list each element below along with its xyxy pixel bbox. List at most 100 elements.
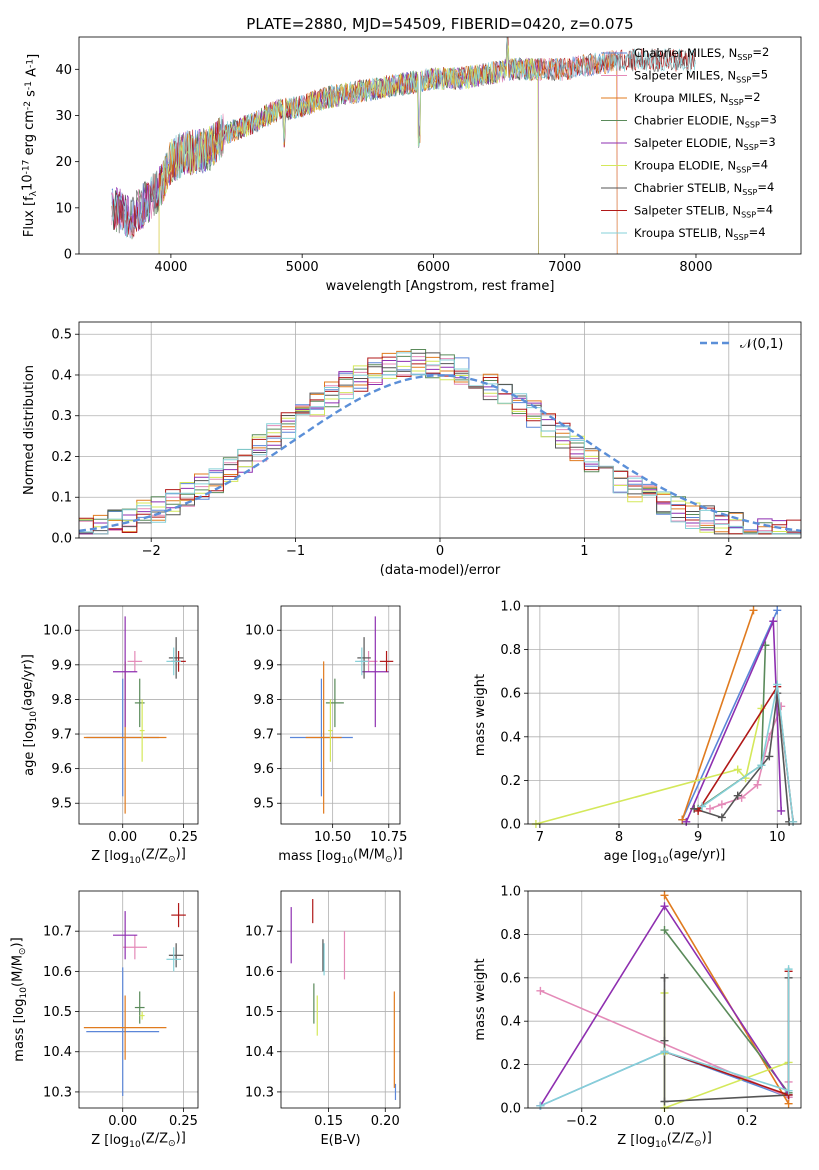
- axes-frame: [78, 36, 802, 255]
- weight-marker-kroupa_stelib: [536, 1101, 545, 1110]
- x-axis-label: mass [log10(M/M⊙)]: [278, 846, 402, 866]
- weight-marker-chabrier_stelib: [660, 1097, 669, 1106]
- mass_vs_Z-axes: 0.00 0.25 10.3 10.4 10.5 10.6 10.7 Z [log10(Z/Z…: [9, 890, 199, 1150]
- x-tick-label: 0.25: [169, 1114, 198, 1129]
- weight-marker-salpeter_elodie: [769, 617, 778, 626]
- x-tick-label: 7: [536, 830, 544, 845]
- x-tick-label: −0.2: [566, 1114, 598, 1129]
- legend-label-salpeter_stelib: Salpeter STELIB, NSSP=4: [634, 202, 773, 219]
- weight-line-chabrier_stelib: [663, 977, 790, 1103]
- weight-line-salpeter_stelib: [664, 971, 790, 1097]
- legend-label-chabrier_miles: Chabrier MILES, NSSP=2: [634, 45, 769, 62]
- x-axis-label: Z [log10(Z/Z⊙)]: [617, 1130, 712, 1150]
- y-tick-label: 9.8: [253, 693, 274, 708]
- mass_vs_ebv-axes: 0.15 0.20 10.3 10.4 10.5 10.6 10.7 E(B-V): [245, 890, 401, 1148]
- weight-line-chabrier_stelib: [693, 693, 790, 822]
- y-tick-label: 0.3: [51, 409, 72, 424]
- y-tick-label: 0.0: [500, 1102, 521, 1117]
- x-tick-label: 0: [436, 544, 444, 559]
- weight_vs_age-plot-area: [531, 606, 798, 828]
- y-tick-label: 30: [55, 109, 72, 124]
- x-axis-label: (data-model)/error: [380, 563, 501, 578]
- weight-marker-kroupa_elodie: [733, 765, 742, 774]
- legend-label-salpeter_elodie: Salpeter ELODIE, NSSP=3: [634, 135, 776, 152]
- spectrum-line-kroupa_stelib: [111, 37, 696, 238]
- y-tick-label: 0.6: [500, 687, 521, 702]
- axes-frame: [527, 890, 802, 1109]
- y-axis-label: mass weight: [473, 674, 488, 756]
- axes-frame: [78, 890, 199, 1109]
- x-tick-label: 0.0: [654, 1114, 675, 1129]
- axes-frame: [527, 605, 802, 825]
- weight-marker-kroupa_stelib: [773, 680, 782, 689]
- x-tick-label: 2: [725, 544, 733, 559]
- x-axis-label: age [log10(age/yr)]: [604, 848, 726, 867]
- x-tick-label: 0.20: [371, 1114, 400, 1129]
- y-tick-label: 10.4: [43, 1045, 72, 1060]
- y-tick-label: 9.7: [51, 728, 72, 743]
- legend-label-normal: 𝒩(0,1): [740, 337, 783, 352]
- x-tick-label: 8: [615, 830, 623, 845]
- axes-frame: [280, 605, 401, 825]
- y-tick-label: 9.5: [253, 797, 274, 812]
- weight_vs_Z-axes: −0.2 0.0 0.2 0.0 0.2 0.4 0.6 0.8 1.0 Z [log10(Z/Z…: [473, 885, 802, 1150]
- y-axis-label: mass weight: [473, 958, 488, 1040]
- y-tick-label: 0.0: [500, 818, 521, 833]
- x-tick-label: 0.15: [314, 1114, 343, 1129]
- y-tick-label: 10.6: [245, 965, 274, 980]
- weight-line-salpeter_elodie: [685, 620, 782, 823]
- residual-legend: 𝒩(0,1): [700, 337, 783, 352]
- y-tick-label: 10.5: [43, 1005, 72, 1020]
- age_vs_mass-plot-area: [289, 616, 394, 814]
- y-axis-label: mass [log10(M/M⊙)]: [9, 937, 29, 1061]
- weight-marker-chabrier_elodie: [660, 926, 669, 935]
- spectrum-line-kroupa_elodie: [158, 45, 539, 254]
- y-tick-label: 9.5: [51, 797, 72, 812]
- residuals-axes: −2 −1 0 1 2 0.0 0.1 0.2 0.3 0.4 0.5 (data-model)/er…: [22, 321, 802, 578]
- legend-label-kroupa_elodie: Kroupa ELODIE, NSSP=4: [634, 157, 768, 174]
- weight-line-kroupa_stelib: [701, 684, 794, 822]
- x-tick-label: −2: [142, 544, 161, 559]
- y-tick-label: 10.0: [245, 624, 274, 639]
- weight_vs_age-axes: 7 8 9 10 0.0 0.2 0.4 0.6 0.8 1.0 age [log10(age/yr…: [473, 600, 802, 867]
- y-tick-label: 9.8: [51, 693, 72, 708]
- weight-line-chabrier_elodie: [663, 929, 790, 1094]
- weight-marker-kroupa_miles: [660, 891, 669, 900]
- weight-marker-salpeter_stelib: [694, 806, 703, 815]
- weight-marker-kroupa_stelib: [784, 1086, 793, 1095]
- weight-marker-chabrier_stelib: [660, 973, 669, 982]
- weight-marker-salpeter_miles: [536, 986, 545, 995]
- axes-frame: [78, 321, 802, 539]
- y-tick-label: 20: [55, 155, 72, 170]
- legend-label-salpeter_miles: Salpeter MILES, NSSP=5: [634, 67, 768, 84]
- y-tick-label: 0: [64, 248, 72, 263]
- age_vs_Z-axes: 0.00 0.25 9.5 9.6 9.7 9.8 9.9 10.0 Z [log10(Z/Z⊙…: [21, 605, 199, 866]
- weight-line-kroupa_elodie: [535, 708, 763, 824]
- y-tick-label: 10.7: [245, 925, 274, 940]
- y-tick-label: 10.3: [245, 1085, 274, 1100]
- normal-curve: [78, 374, 802, 533]
- spectrum-legend: Chabrier MILES, NSSP=2 Salpeter MILES, NS…: [601, 45, 777, 242]
- legend-label-chabrier_stelib: Chabrier STELIB, NSSP=4: [634, 180, 774, 197]
- weight-marker-kroupa_stelib: [784, 965, 793, 974]
- x-tick-label: 5000: [286, 260, 319, 275]
- y-tick-label: 0.4: [51, 368, 72, 383]
- x-tick-label: 6000: [417, 260, 450, 275]
- y-tick-label: 1.0: [500, 600, 521, 615]
- y-tick-label: 0.2: [51, 450, 72, 465]
- weight-marker-chabrier_miles: [773, 606, 782, 615]
- axes-frame: [280, 890, 401, 1109]
- y-tick-label: 0.2: [500, 1058, 521, 1073]
- y-tick-label: 9.7: [253, 728, 274, 743]
- y-tick-label: 0.5: [51, 328, 72, 343]
- y-tick-label: 9.6: [51, 762, 72, 777]
- weight-marker-kroupa_stelib: [757, 761, 766, 770]
- x-tick-label: 0.25: [169, 830, 198, 845]
- weight-marker-salpeter_elodie: [660, 902, 669, 911]
- weight-marker-kroupa_stelib: [789, 817, 798, 826]
- histogram-chabrier_stelib: [79, 352, 801, 535]
- legend-label-chabrier_elodie: Chabrier ELODIE, NSSP=3: [634, 112, 777, 129]
- weight-marker-kroupa_stelib: [660, 1047, 669, 1056]
- y-tick-label: 10.4: [245, 1045, 274, 1060]
